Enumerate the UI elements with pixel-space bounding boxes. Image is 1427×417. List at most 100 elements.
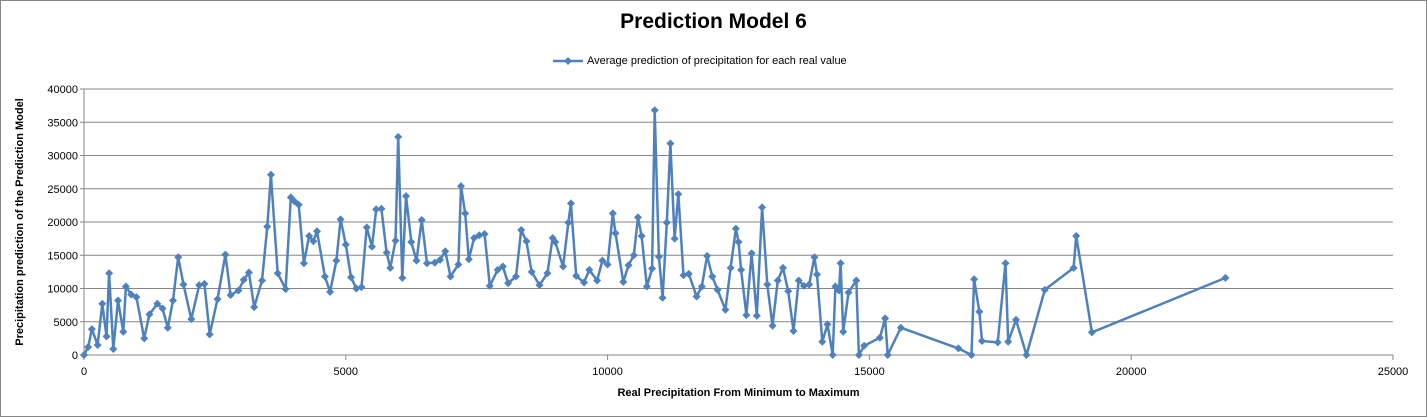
data-point — [80, 351, 88, 359]
data-point — [580, 278, 589, 287]
data-point — [263, 222, 272, 231]
data-point — [747, 249, 756, 258]
data-point — [382, 248, 391, 257]
data-point — [784, 287, 793, 296]
data-point — [794, 276, 803, 285]
data-point — [881, 314, 890, 323]
data-point — [179, 280, 188, 289]
data-point — [559, 262, 568, 271]
data-point — [313, 227, 322, 236]
data-point — [412, 256, 421, 265]
data-point — [566, 199, 575, 208]
data-point — [158, 304, 167, 313]
data-point — [377, 204, 386, 213]
data-point — [234, 286, 243, 295]
data-point — [703, 251, 712, 260]
y-tick-label: 0 — [72, 350, 78, 362]
data-point — [734, 237, 743, 246]
data-point — [1004, 337, 1013, 346]
data-point — [332, 256, 341, 265]
x-tick-label: 0 — [81, 366, 87, 378]
data-point — [461, 209, 470, 218]
data-point — [593, 276, 602, 285]
data-point — [585, 265, 594, 274]
data-point — [823, 320, 832, 329]
data-point — [1087, 328, 1096, 337]
data-point — [398, 273, 407, 282]
data-point — [1040, 285, 1049, 294]
data-point — [670, 234, 679, 243]
data-point — [326, 287, 335, 296]
data-point — [504, 279, 513, 288]
data-point — [666, 139, 675, 148]
data-point — [654, 252, 663, 261]
data-point — [456, 182, 465, 191]
x-tick-label: 20000 — [1116, 366, 1147, 378]
data-point — [1072, 231, 1081, 240]
data-point — [163, 323, 172, 332]
data-point — [441, 247, 450, 256]
data-point — [697, 282, 706, 291]
data-point — [299, 259, 308, 268]
x-tick-label: 10000 — [592, 366, 623, 378]
data-point — [1221, 273, 1230, 282]
data-point — [551, 237, 560, 246]
series-line — [82, 109, 1226, 357]
data-point — [511, 272, 520, 281]
data-point — [967, 351, 976, 359]
data-point — [875, 333, 884, 342]
chart-title: Prediction Model 6 — [620, 10, 807, 33]
data-point — [121, 282, 130, 291]
data-point — [598, 256, 607, 265]
data-point — [642, 282, 651, 291]
data-point — [422, 259, 431, 268]
data-point — [543, 269, 552, 278]
data-point — [105, 269, 114, 278]
data-point — [205, 330, 214, 339]
data-point — [132, 293, 141, 302]
data-point — [281, 285, 290, 294]
data-point — [726, 263, 735, 272]
data-point — [737, 265, 746, 274]
data-point — [1012, 315, 1021, 324]
data-point — [119, 327, 128, 336]
data-point — [273, 269, 282, 278]
data-point — [394, 132, 403, 141]
x-axis-label: Real Precipitation From Minimum to Maxim… — [617, 387, 860, 399]
data-point — [608, 209, 617, 218]
data-point — [402, 192, 411, 201]
data-point — [98, 299, 107, 308]
data-point — [637, 231, 646, 240]
data-point — [758, 203, 767, 212]
data-point — [266, 170, 275, 179]
y-tick-label: 30000 — [47, 151, 78, 163]
data-point — [624, 261, 633, 270]
data-point — [169, 296, 178, 305]
data-point — [87, 325, 96, 334]
data-point — [250, 303, 259, 312]
data-point — [603, 260, 612, 269]
data-point — [721, 305, 730, 314]
data-point — [485, 281, 494, 290]
data-point — [244, 268, 253, 277]
data-point — [239, 275, 248, 284]
data-point — [391, 236, 400, 245]
data-point — [883, 351, 892, 359]
data-point — [713, 285, 722, 294]
data-point — [102, 332, 111, 341]
data-point — [341, 240, 350, 249]
data-point — [258, 276, 267, 285]
data-point — [320, 272, 329, 281]
data-point — [140, 334, 149, 343]
data-point — [658, 293, 667, 302]
data-point — [763, 280, 772, 289]
data-point — [708, 272, 717, 281]
data-point — [454, 260, 463, 269]
data-point — [1069, 263, 1078, 272]
data-point — [768, 321, 777, 330]
data-point — [805, 280, 814, 289]
data-point — [954, 344, 963, 353]
data-point — [813, 270, 822, 279]
data-point — [852, 276, 861, 285]
